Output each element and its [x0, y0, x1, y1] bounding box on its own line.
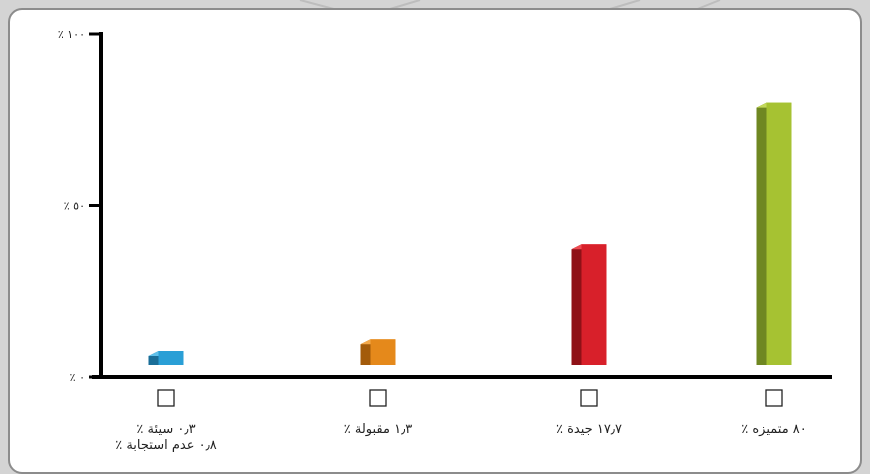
category-label: ٪ ١٧٫٧ جيدة: [556, 422, 622, 437]
category-label: ٪ ٠٫٨ عدم استجابة: [115, 438, 217, 453]
bar-side: [571, 244, 582, 365]
y-tick-label: ٪ ٥٠: [64, 200, 85, 213]
bar-side: [756, 102, 767, 365]
y-tick-label: ٪ ١٠٠: [58, 28, 85, 41]
category-label: ٪ ٠٫٣ سيئة: [136, 422, 195, 437]
legend-checkbox: [157, 389, 175, 407]
legend-checkbox: [369, 389, 387, 407]
bar: [158, 351, 184, 365]
category-label: ٪ ٨٠ متميزه: [741, 422, 807, 437]
legend-checkbox: [765, 389, 783, 407]
bar: [370, 339, 396, 365]
category-label: ٪ ١٫٣ مقبولة: [344, 422, 413, 437]
y-tick-label: ٪ ٠: [70, 371, 85, 384]
chart-panel: [8, 8, 862, 474]
bar-side: [360, 339, 371, 365]
legend-checkbox: [580, 389, 598, 407]
bar: [581, 244, 607, 365]
bar: [766, 102, 792, 365]
